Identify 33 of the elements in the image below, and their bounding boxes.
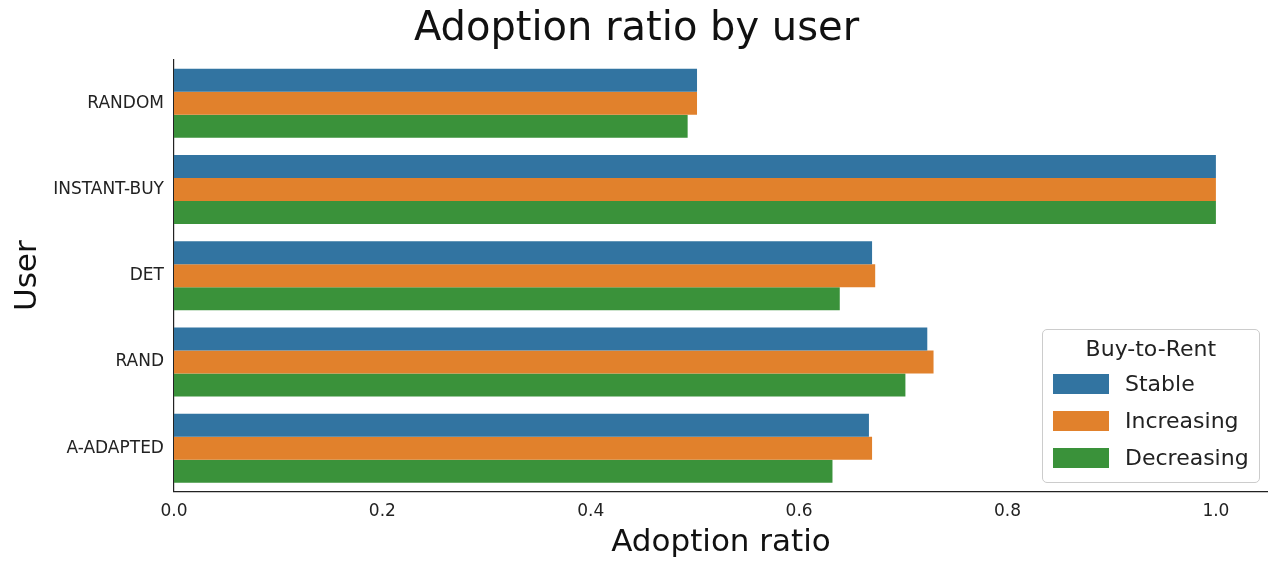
x-tick-label: 0.4 [577, 500, 605, 521]
y-tick-label: RAND [115, 350, 164, 371]
x-axis-title: Adoption ratio [611, 522, 831, 559]
bar [173, 177, 1216, 201]
bar [173, 373, 906, 397]
bar [173, 459, 833, 483]
bar [173, 154, 1216, 178]
bar [173, 264, 876, 288]
x-tick-label: 0.8 [993, 500, 1022, 521]
bar [173, 287, 840, 311]
legend-label: Decreasing [1125, 445, 1249, 471]
y-tick-label: A-ADAPTED [66, 436, 164, 457]
x-tick-label: 0.0 [160, 500, 188, 521]
bar [173, 68, 698, 92]
y-tick-label: RANDOM [87, 91, 164, 112]
x-tick-label: 0.2 [368, 500, 396, 521]
legend-title: Buy-to-Rent [1084, 336, 1218, 362]
legend-label: Stable [1125, 371, 1195, 397]
bar [173, 114, 688, 138]
bar [173, 436, 873, 460]
legend-label: Increasing [1125, 408, 1239, 434]
bar [173, 350, 934, 374]
x-tick-label: 1.0 [1202, 500, 1230, 521]
bar [173, 413, 869, 437]
chart-title: Adoption ratio by user [413, 3, 860, 50]
y-tick-label: DET [129, 264, 165, 285]
bar [173, 327, 928, 351]
bar [173, 200, 1216, 224]
bar [173, 91, 698, 115]
y-axis-title: User [6, 240, 43, 312]
bar [173, 241, 873, 265]
y-tick-label: INSTANT-BUY [53, 177, 165, 198]
x-tick-label: 0.6 [785, 500, 813, 521]
